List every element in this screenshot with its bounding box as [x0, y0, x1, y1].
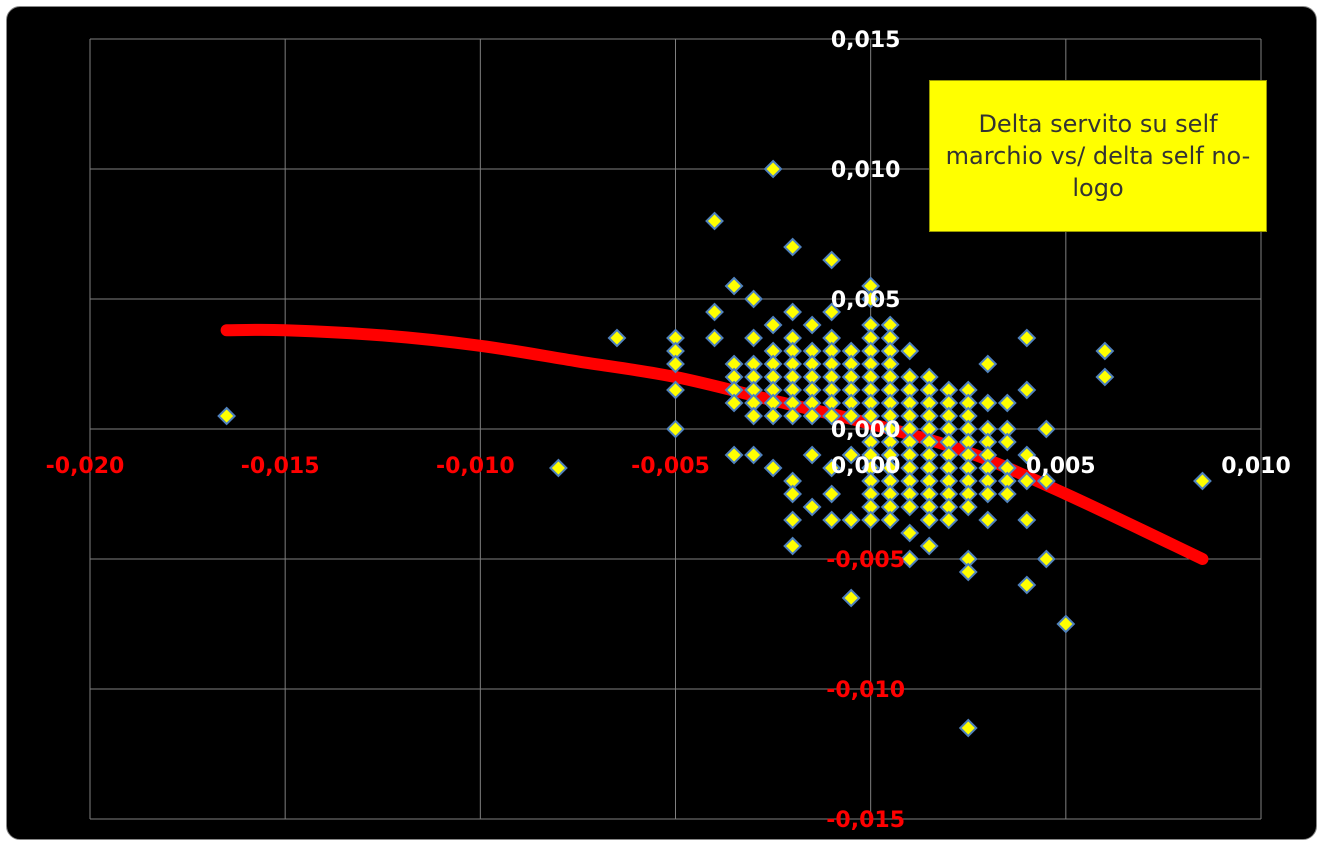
data-point	[861, 510, 881, 530]
x-tick-label: -0,005	[631, 454, 710, 479]
y-tick-labels: 0,015 0,010 0,005 0,000 -0,005 -0,010 -0,015	[826, 28, 905, 833]
y-tick-label: -0,005	[826, 548, 905, 573]
data-point	[841, 445, 861, 465]
trendline	[220, 323, 1209, 565]
grid	[89, 38, 1262, 820]
data-point	[822, 302, 842, 322]
data-point	[841, 406, 861, 426]
data-point	[783, 536, 803, 556]
data-point	[1036, 419, 1056, 439]
data-point	[978, 354, 998, 374]
data-point	[666, 380, 685, 400]
data-point	[841, 588, 861, 608]
x-tick-label: 0,000	[831, 454, 901, 479]
data-point	[997, 393, 1017, 413]
data-point	[1017, 471, 1037, 491]
data-point	[978, 484, 998, 504]
data-point	[939, 510, 959, 530]
data-point	[861, 406, 881, 426]
x-tick-label: 0,010	[1221, 454, 1291, 479]
y-tick-label: -0,015	[826, 808, 905, 833]
data-point	[1036, 471, 1056, 491]
x-tick-label: -0,010	[436, 454, 515, 479]
data-point	[705, 211, 724, 231]
data-point	[1017, 328, 1037, 348]
data-point	[1095, 367, 1115, 387]
data-point	[705, 302, 724, 322]
data-point	[958, 718, 978, 738]
data-point	[724, 276, 744, 296]
x-tick-label: 0,005	[1026, 454, 1096, 479]
data-point	[783, 302, 803, 322]
data-point	[1017, 510, 1037, 530]
data-point	[724, 445, 744, 465]
data-point	[822, 510, 842, 530]
data-point	[802, 315, 822, 335]
data-point	[744, 289, 763, 309]
data-point	[978, 510, 998, 530]
data-point	[783, 406, 803, 426]
data-point	[861, 289, 881, 309]
x-tick-labels: -0,020 -0,015 -0,010 -0,005 0,000 0,005 0,010	[46, 454, 1291, 479]
trendline-group	[220, 323, 1209, 565]
data-point	[666, 354, 685, 374]
data-point	[900, 341, 920, 361]
data-point	[1056, 614, 1076, 634]
data-point	[763, 406, 783, 426]
data-point	[763, 458, 783, 478]
data-point	[744, 406, 763, 426]
data-point	[919, 510, 939, 530]
data-point	[1036, 549, 1056, 569]
data-point	[783, 237, 803, 257]
data-point	[763, 159, 783, 179]
points-group	[217, 159, 1212, 738]
data-point	[997, 432, 1017, 452]
data-point	[1017, 575, 1037, 595]
data-point	[783, 484, 803, 504]
data-point	[841, 510, 861, 530]
y-tick-label: 0,015	[831, 28, 901, 53]
data-point	[666, 419, 685, 439]
y-tick-label: 0,010	[831, 158, 901, 183]
data-point	[822, 458, 842, 478]
data-point	[997, 484, 1017, 504]
data-point	[1017, 380, 1037, 400]
data-point	[1017, 445, 1037, 465]
data-point	[802, 445, 822, 465]
data-point	[217, 406, 237, 426]
annotation-box: Delta servito su self marchio vs/ delta …	[929, 80, 1267, 232]
data-point	[744, 328, 763, 348]
data-point	[822, 484, 842, 504]
annotation-text: Delta servito su self marchio vs/ delta …	[945, 110, 1251, 202]
y-tick-label: -0,010	[826, 678, 905, 703]
data-point	[763, 315, 783, 335]
data-point	[900, 497, 920, 517]
x-tick-label: -0,020	[46, 454, 125, 479]
y-tick-label: 0,005	[831, 288, 901, 313]
data-point	[705, 328, 724, 348]
data-point	[900, 549, 920, 569]
data-point	[880, 510, 900, 530]
data-point	[607, 328, 627, 348]
data-point	[822, 406, 842, 426]
data-point	[978, 393, 998, 413]
data-point	[919, 536, 939, 556]
data-point	[744, 445, 763, 465]
y-tick-label: 0,000	[831, 418, 901, 443]
data-point	[1193, 471, 1212, 491]
data-point	[724, 393, 744, 413]
data-point	[1095, 341, 1115, 361]
data-point	[900, 523, 920, 543]
data-point	[822, 250, 842, 270]
data-point	[802, 497, 822, 517]
data-point	[958, 497, 978, 517]
data-point	[548, 458, 568, 478]
data-point	[783, 510, 803, 530]
data-point	[802, 406, 822, 426]
x-tick-label: -0,015	[241, 454, 320, 479]
data-point	[958, 562, 978, 582]
